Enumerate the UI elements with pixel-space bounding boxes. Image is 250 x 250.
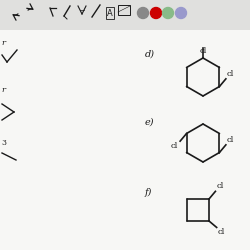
- Text: d): d): [145, 50, 155, 58]
- Bar: [0, 0, 250, 30]
- Text: cl: cl: [218, 228, 225, 236]
- Text: cl: cl: [227, 70, 234, 78]
- Text: cl: cl: [216, 182, 224, 190]
- Text: e): e): [145, 118, 154, 126]
- Circle shape: [150, 8, 162, 18]
- Circle shape: [138, 8, 148, 18]
- Circle shape: [162, 8, 173, 18]
- Bar: [118, 5, 130, 15]
- Text: cl: cl: [171, 142, 178, 150]
- Text: cl: cl: [227, 136, 234, 144]
- Text: 3: 3: [1, 139, 6, 147]
- Text: cl: cl: [199, 47, 207, 55]
- Text: r: r: [1, 86, 5, 94]
- Text: f): f): [145, 188, 152, 196]
- Text: r: r: [1, 39, 5, 47]
- Circle shape: [176, 8, 186, 18]
- Text: A: A: [107, 8, 113, 18]
